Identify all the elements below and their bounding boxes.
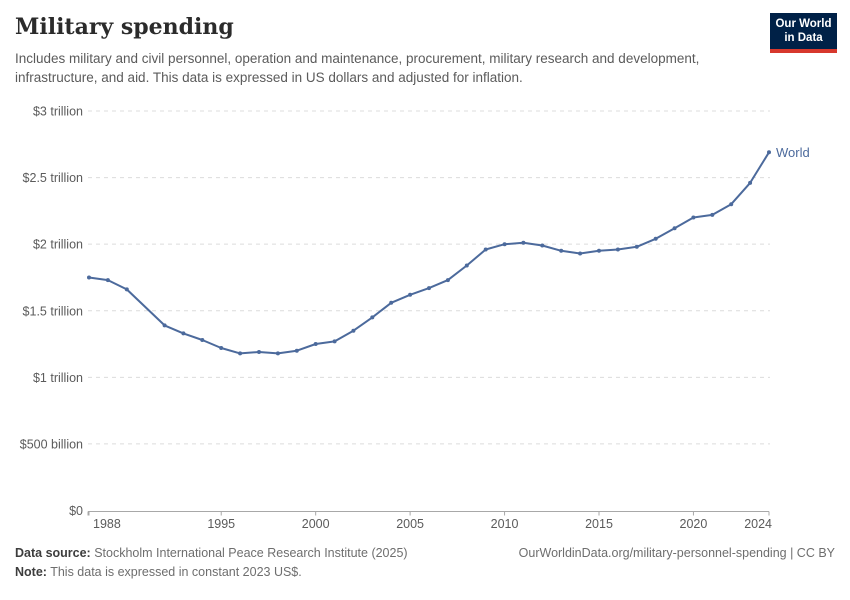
x-tick-label: 2024 bbox=[744, 517, 772, 531]
x-tick-label: 2015 bbox=[585, 517, 613, 531]
data-point bbox=[710, 212, 715, 217]
data-point bbox=[445, 278, 450, 283]
data-point bbox=[540, 243, 545, 248]
data-point bbox=[105, 278, 110, 283]
data-point bbox=[408, 292, 413, 297]
data-point bbox=[767, 150, 771, 155]
chart-subtitle: Includes military and civil personnel, o… bbox=[15, 51, 700, 86]
note-line: Note: This data is expressed in constant… bbox=[15, 565, 495, 579]
series-end-label-world[interactable]: World bbox=[776, 145, 810, 160]
y-tick-label: $3 trillion bbox=[33, 105, 83, 119]
data-point bbox=[615, 247, 620, 252]
data-point bbox=[559, 248, 564, 253]
data-source-line: Data source: Stockholm International Pea… bbox=[15, 546, 495, 560]
owid-logo-line1: Our World bbox=[775, 18, 832, 30]
data-point bbox=[389, 300, 394, 305]
series-line-world bbox=[88, 151, 770, 355]
y-tick-label: $0 bbox=[69, 504, 83, 518]
data-point bbox=[634, 244, 639, 249]
x-tick-label: 2000 bbox=[302, 517, 330, 531]
x-tick-label: 2010 bbox=[491, 517, 519, 531]
x-tick-label: 1988 bbox=[93, 517, 121, 531]
x-tick-label: 2005 bbox=[396, 517, 424, 531]
note-text: This data is expressed in constant 2023 … bbox=[46, 565, 302, 579]
data-source-label: Data source: bbox=[15, 546, 91, 560]
data-point bbox=[672, 226, 677, 231]
data-point bbox=[351, 328, 356, 333]
data-point bbox=[464, 263, 469, 268]
x-tick-label: 2020 bbox=[680, 517, 708, 531]
data-point bbox=[521, 240, 526, 245]
y-tick-label: $2.5 trillion bbox=[23, 171, 83, 185]
data-point bbox=[275, 351, 280, 356]
note-label: Note: bbox=[15, 565, 47, 579]
data-point bbox=[87, 275, 91, 280]
data-source-text: Stockholm International Peace Research I… bbox=[90, 546, 408, 560]
data-point bbox=[124, 287, 129, 292]
data-point bbox=[691, 215, 696, 220]
footer-source-note: Data source: Stockholm International Pea… bbox=[15, 546, 495, 579]
data-point bbox=[200, 338, 205, 342]
data-point bbox=[502, 242, 507, 247]
data-point bbox=[294, 348, 299, 353]
data-point bbox=[653, 236, 658, 241]
data-point bbox=[162, 323, 167, 328]
data-point bbox=[597, 248, 601, 253]
x-tick-label: 1995 bbox=[207, 517, 235, 531]
y-tick-label: $2 trillion bbox=[33, 238, 83, 252]
data-point bbox=[181, 331, 186, 336]
data-point bbox=[370, 315, 375, 320]
data-point bbox=[748, 180, 753, 185]
data-point bbox=[427, 286, 431, 291]
data-point bbox=[729, 202, 734, 207]
data-point bbox=[238, 351, 243, 356]
y-tick-label: $1.5 trillion bbox=[23, 304, 83, 318]
owid-url-link[interactable]: OurWorldinData.org/military-personnel-sp… bbox=[518, 546, 835, 560]
data-point bbox=[483, 247, 488, 252]
data-point bbox=[313, 342, 318, 346]
y-tick-label: $500 billion bbox=[20, 437, 83, 451]
owid-logo[interactable]: Our World in Data bbox=[770, 13, 837, 53]
y-tick-label: $1 trillion bbox=[33, 371, 83, 385]
data-point bbox=[257, 350, 261, 354]
chart-header: Military spending Includes military and … bbox=[15, 14, 755, 87]
data-point bbox=[332, 339, 337, 344]
page-title: Military spending bbox=[15, 14, 234, 40]
data-point bbox=[219, 346, 224, 350]
data-point bbox=[578, 251, 583, 256]
chart-footer: Data source: Stockholm International Pea… bbox=[15, 546, 835, 584]
owid-logo-line2: in Data bbox=[784, 32, 823, 45]
